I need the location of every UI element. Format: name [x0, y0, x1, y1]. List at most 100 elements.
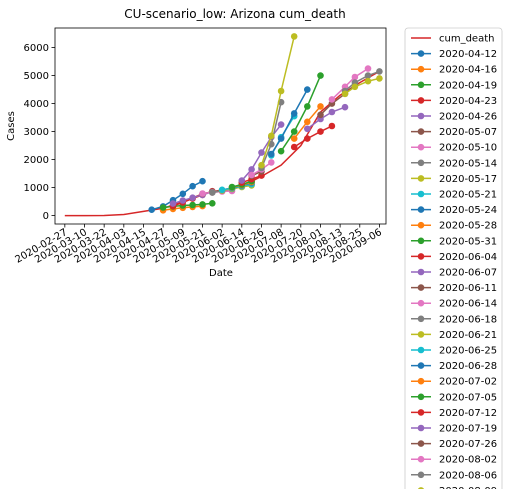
data-point [328, 108, 336, 116]
legend-label: 2020-05-31 [439, 236, 497, 247]
legend-label: 2020-05-21 [439, 190, 497, 201]
legend-marker [417, 128, 425, 135]
legend-label: 2020-06-28 [439, 361, 497, 372]
legend-marker [417, 206, 425, 213]
data-point [376, 68, 383, 75]
data-point [238, 177, 246, 184]
series-line [331, 67, 369, 100]
legend-label: 2020-06-11 [439, 283, 497, 294]
plot-frame [54, 27, 387, 225]
legend-label: 2020-06-18 [439, 314, 497, 325]
legend-label: 2020-04-26 [439, 112, 497, 123]
data-point [248, 166, 255, 173]
data-point [304, 118, 311, 126]
series-2020-07-12 [290, 122, 336, 151]
legend-marker [417, 65, 425, 73]
data-point [258, 161, 265, 169]
legend-marker [417, 409, 425, 416]
legend-label: 2020-08-06 [439, 470, 497, 481]
data-point [290, 33, 298, 40]
data-point [364, 72, 372, 79]
data-point [290, 128, 298, 135]
data-point [159, 204, 167, 211]
data-point [199, 190, 206, 197]
legend-item: 2020-04-23 [411, 96, 497, 107]
legend-box [404, 27, 503, 489]
data-point [179, 190, 187, 198]
series-line [293, 125, 333, 148]
legend-item: 2020-07-12 [411, 408, 497, 419]
legend-marker [417, 315, 425, 323]
data-point [148, 206, 155, 213]
data-point [351, 83, 359, 91]
legend-marker [417, 362, 425, 369]
data-point [277, 147, 285, 155]
data-point [199, 201, 206, 208]
data-point [317, 103, 324, 110]
legend-item: 2020-04-19 [411, 80, 497, 91]
data-point [317, 111, 324, 119]
legend-item: 2020-06-28 [411, 361, 497, 372]
legend-label: 2020-04-12 [439, 49, 497, 60]
data-point [199, 177, 206, 185]
legend-label: 2020-04-16 [439, 65, 497, 76]
data-point [169, 200, 177, 207]
legend-label: 2020-04-23 [439, 96, 497, 107]
legend-marker [417, 190, 425, 198]
plot-area [64, 33, 383, 217]
legend-label: 2020-08-02 [439, 455, 497, 466]
legend-item: 2020-08-02 [411, 455, 497, 466]
legend-item: 2020-07-05 [411, 392, 497, 403]
legend-item: cum_death [411, 34, 494, 45]
legend-item: 2020-07-02 [411, 377, 497, 388]
data-point [268, 159, 275, 166]
legend-item: 2020-05-28 [411, 221, 497, 232]
legend-label: 2020-07-05 [439, 392, 497, 403]
data-point [317, 128, 324, 135]
legend-label: 2020-07-26 [439, 439, 497, 450]
data-point [290, 143, 298, 151]
series-line [270, 89, 308, 155]
legend-label: 2020-05-14 [439, 158, 497, 169]
data-point [304, 103, 311, 110]
legend-label: cum_death [439, 34, 494, 45]
legend-item: 2020-05-31 [411, 236, 497, 247]
data-point [189, 194, 196, 201]
legend-marker [417, 143, 425, 151]
legend-item: 2020-07-26 [411, 439, 497, 450]
legend-item: 2020-04-26 [411, 112, 497, 123]
data-point [189, 201, 196, 209]
legend-item: 2020-05-14 [411, 158, 497, 169]
legend-marker [417, 440, 425, 447]
series-2020-06-28 [268, 86, 311, 158]
series-line [344, 77, 380, 95]
legend-marker [417, 112, 425, 120]
legend-item: 2020-06-18 [411, 314, 497, 325]
data-point [290, 135, 298, 142]
data-point [277, 121, 285, 128]
legend-label: 2020-06-07 [439, 268, 497, 279]
legend-marker [417, 346, 425, 354]
legend: cum_death 2020-04-12 2020-04-16 2020-04-19 2… [404, 27, 503, 489]
legend-item: 2020-04-16 [411, 65, 497, 76]
chart-title: CU-scenario_low: Arizona cum_death [124, 7, 345, 21]
data-point [341, 103, 349, 111]
legend-item: 2020-06-11 [411, 283, 497, 294]
data-point [209, 189, 216, 196]
legend-marker [417, 268, 425, 276]
data-point [189, 182, 196, 190]
legend-label: 2020-07-19 [439, 424, 497, 435]
data-point [209, 200, 216, 207]
legend-item: 2020-06-07 [411, 268, 497, 279]
legend-marker [417, 393, 425, 401]
legend-item: 2020-06-04 [411, 252, 497, 263]
legend-marker [417, 331, 425, 338]
legend-label: 2020-08-09 [439, 486, 497, 489]
data-point [304, 135, 311, 142]
y-tick-label: 6000 [24, 43, 49, 54]
legend-marker [417, 159, 425, 167]
legend-item: 2020-05-07 [411, 127, 497, 138]
y-tick-label: 0 [43, 211, 49, 222]
data-point [290, 110, 298, 117]
